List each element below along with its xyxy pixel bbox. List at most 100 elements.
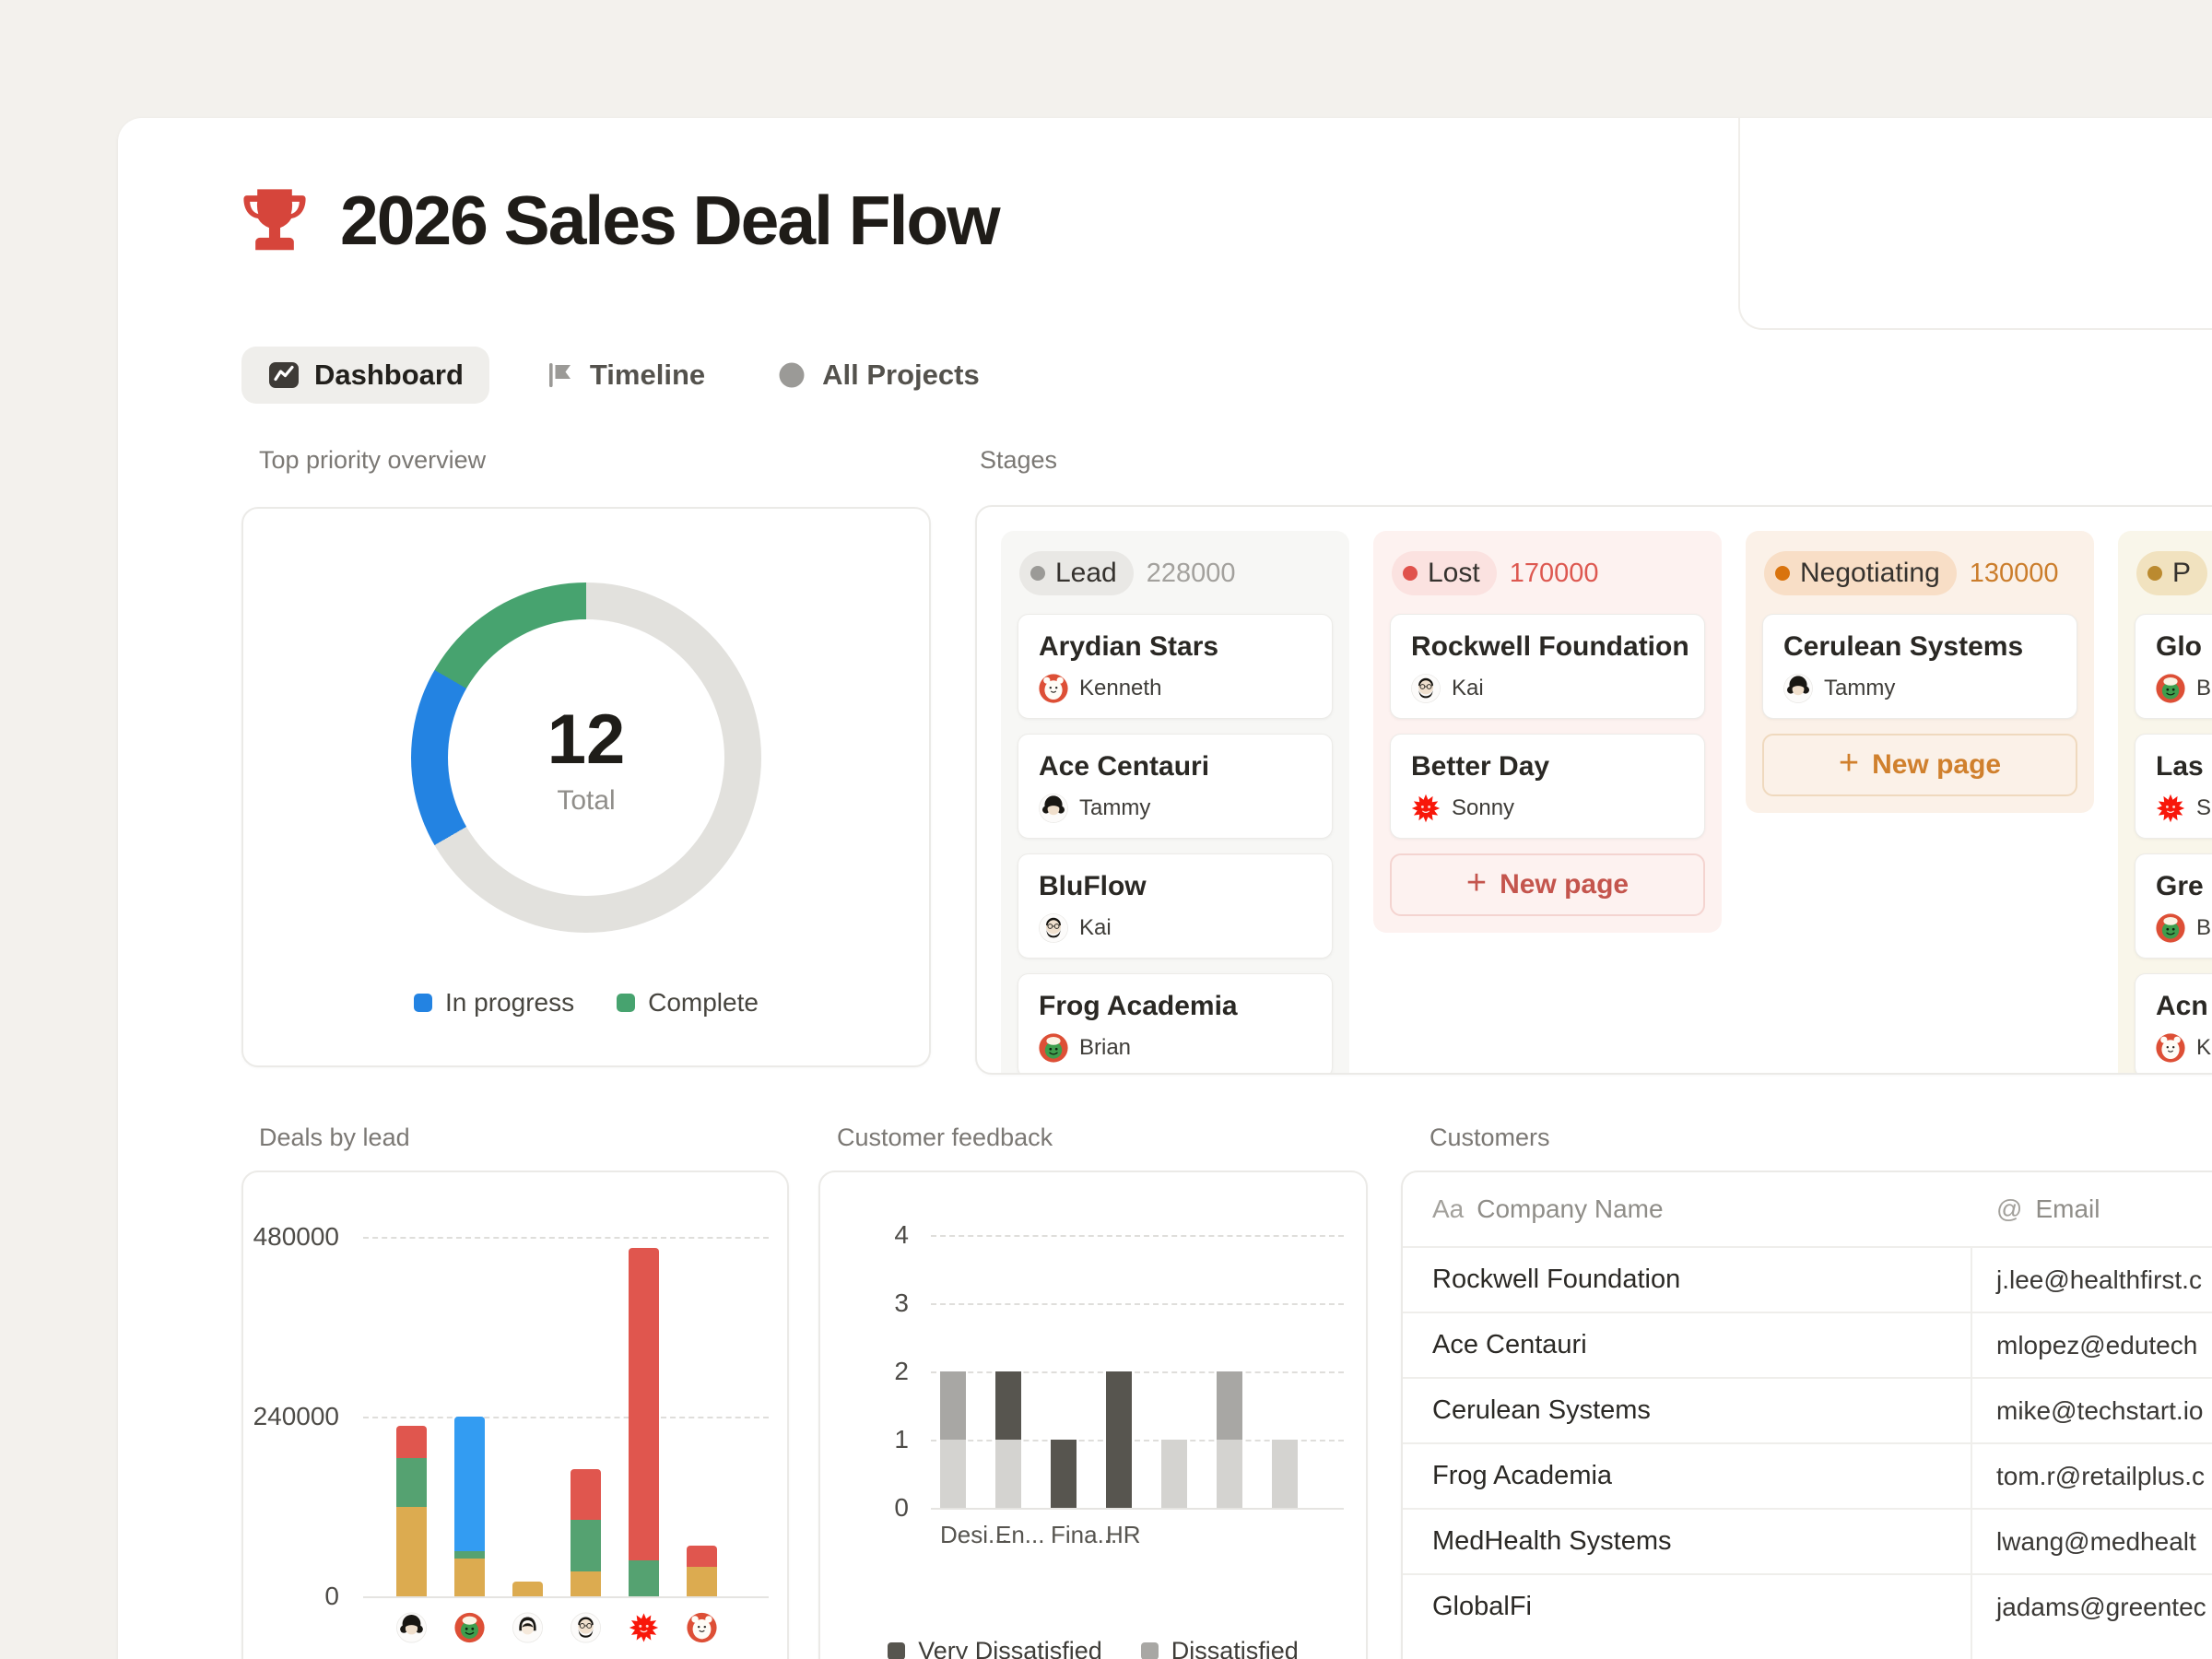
- kanban-card[interactable]: Better Day Sonny: [1390, 734, 1705, 839]
- kanban-card[interactable]: Las S: [2135, 734, 2212, 839]
- kanban-card-title: Ace Centauri: [1039, 751, 1210, 782]
- y-tick-label: 0: [894, 1493, 909, 1522]
- x-axis-labels: Desi... En... Fina... HR: [940, 1521, 1298, 1549]
- table-row[interactable]: MedHealth Systems lwang@medhealt: [1403, 1508, 2212, 1573]
- avatar-brian: [454, 1607, 485, 1648]
- y-tick-label: 240000: [253, 1402, 339, 1430]
- kanban-card-person: Kenneth: [1039, 674, 1312, 703]
- cell-company-name: Ace Centauri: [1432, 1330, 1587, 1359]
- stacked-bar-3: [1051, 1440, 1077, 1508]
- column-header-email[interactable]: @ Email: [1971, 1194, 2100, 1224]
- person-name: S: [2196, 795, 2212, 820]
- person-name: Kai: [1079, 915, 1112, 940]
- kanban-card-title: Acn: [2156, 991, 2208, 1021]
- bar-group: [940, 1235, 1298, 1508]
- stage-label: Lost: [1428, 558, 1480, 588]
- avatar-kai: [1411, 674, 1441, 703]
- bar-segment: [396, 1425, 427, 1458]
- cell-company-name: Cerulean Systems: [1432, 1395, 1651, 1425]
- new-page-button[interactable]: + New page: [1390, 853, 1705, 916]
- person-name: Kenneth: [1079, 676, 1162, 700]
- bar-segment: [687, 1545, 717, 1567]
- kanban-card[interactable]: Acn K: [2135, 973, 2212, 1073]
- bar-group: [396, 1237, 717, 1596]
- person-name: Kai: [1452, 676, 1484, 700]
- table-row[interactable]: Rockwell Foundation j.lee@healthfirst.c: [1403, 1246, 2212, 1312]
- avatar-kai: [1039, 913, 1068, 943]
- stage-sum: 170000: [1509, 558, 1599, 588]
- cell-email: tom.r@retailplus.c: [1996, 1461, 2206, 1490]
- kanban-card-title: Cerulean Systems: [1783, 631, 2024, 662]
- kanban-card-person: Kai: [1411, 674, 1684, 703]
- cell-email: j.lee@healthfirst.c: [1996, 1265, 2202, 1294]
- bar-segment: [629, 1560, 659, 1596]
- stacked-bar-tammy: [396, 1425, 427, 1596]
- kanban-card-title: Better Day: [1411, 751, 1550, 782]
- kanban-card-person: Tammy: [1039, 794, 1312, 823]
- donut-center: 12 Total: [448, 619, 724, 896]
- table-row[interactable]: Ace Centauri mlopez@edutech: [1403, 1312, 2212, 1377]
- stage-column-negotiating: Negotiating 130000 Cerulean Systems Tammy + N…: [1746, 531, 2094, 813]
- trophy-icon: [235, 181, 314, 260]
- kanban-card[interactable]: Cerulean Systems Tammy: [1762, 614, 2077, 719]
- stacked-bar-4: [1106, 1371, 1132, 1508]
- customers-table-card: Aa Company Name @ Email Rockwell Foundation…: [1401, 1171, 2212, 1659]
- kanban-card[interactable]: Arydian Stars Kenneth: [1018, 614, 1333, 719]
- stage-column-proposal: P Glo B Las S Gre B Acn K: [2118, 531, 2212, 1073]
- kanban-card[interactable]: Frog Academia Brian: [1018, 973, 1333, 1073]
- gridline: [931, 1303, 1344, 1305]
- bar-segment: [454, 1417, 485, 1552]
- kanban-card-person: Brian: [1039, 1033, 1312, 1063]
- bar-segment: [995, 1371, 1021, 1440]
- tab-label: Dashboard: [314, 359, 464, 391]
- cell-company-name: Frog Academia: [1432, 1461, 1613, 1490]
- column-header-company[interactable]: Aa Company Name: [1403, 1194, 1971, 1224]
- avatar-woman: [512, 1607, 543, 1648]
- stage-pill-lost[interactable]: Lost: [1392, 551, 1497, 595]
- kanban-card[interactable]: Gre B: [2135, 853, 2212, 959]
- table-row[interactable]: Frog Academia tom.r@retailplus.c: [1403, 1442, 2212, 1508]
- tab-timeline[interactable]: Timeline: [526, 347, 722, 404]
- gridline: [931, 1371, 1344, 1373]
- bar-segment: [995, 1440, 1021, 1508]
- stage-column-lead: Lead 228000 Arydian Stars Kenneth Ace Centau…: [1001, 531, 1349, 1073]
- new-page-button[interactable]: + New page: [1762, 734, 2077, 796]
- avatar-kai: [571, 1607, 601, 1648]
- stage-pill-negotiating[interactable]: Negotiating: [1764, 551, 1957, 595]
- tab-all-projects[interactable]: All Projects: [759, 347, 996, 404]
- kanban-card[interactable]: Rockwell Foundation Kai: [1390, 614, 1705, 719]
- table-body: Rockwell Foundation j.lee@healthfirst.c Ac…: [1403, 1246, 2212, 1639]
- bar-segment: [1217, 1440, 1242, 1508]
- flag-icon: [543, 359, 576, 392]
- kanban-card-title: Gre: [2156, 871, 2204, 901]
- tab-dashboard[interactable]: Dashboard: [241, 347, 489, 404]
- x-axis-avatar-slot: [571, 1607, 601, 1648]
- kanban-card[interactable]: BluFlow Kai: [1018, 853, 1333, 959]
- stacked-bar-kenneth: [687, 1545, 717, 1596]
- avatar-brian: [2156, 913, 2185, 943]
- stage-pill-proposal[interactable]: P: [2136, 551, 2208, 595]
- stage-pill-lead[interactable]: Lead: [1019, 551, 1134, 595]
- table-row[interactable]: GlobalFi jadams@greentec: [1403, 1573, 2212, 1639]
- stage-column-header: P: [2135, 547, 2212, 599]
- section-label-deals: Deals by lead: [259, 1124, 410, 1151]
- bar-segment: [571, 1571, 601, 1596]
- x-tick-label: En...: [995, 1521, 1045, 1548]
- y-tick-label: 480000: [253, 1222, 339, 1251]
- tab-label: Timeline: [589, 359, 706, 391]
- kanban-card-title: Frog Academia: [1039, 991, 1238, 1021]
- bar-segment: [1106, 1371, 1132, 1508]
- stacked-bar-kai: [571, 1468, 601, 1596]
- gridline: [931, 1508, 1344, 1510]
- table-row[interactable]: Cerulean Systems mike@techstart.io: [1403, 1377, 2212, 1442]
- person-name: Tammy: [1824, 676, 1896, 700]
- stacked-bar-sonny: [629, 1248, 659, 1596]
- stage-column-header: Lost 170000: [1390, 547, 1705, 599]
- kanban-card[interactable]: Glo B: [2135, 614, 2212, 719]
- donut-total-value: 12: [547, 700, 626, 779]
- stage-sum: 228000: [1146, 558, 1236, 588]
- kanban-card[interactable]: Ace Centauri Tammy: [1018, 734, 1333, 839]
- legend-label: Dissatisfied: [1171, 1637, 1299, 1659]
- bar-segment: [629, 1248, 659, 1560]
